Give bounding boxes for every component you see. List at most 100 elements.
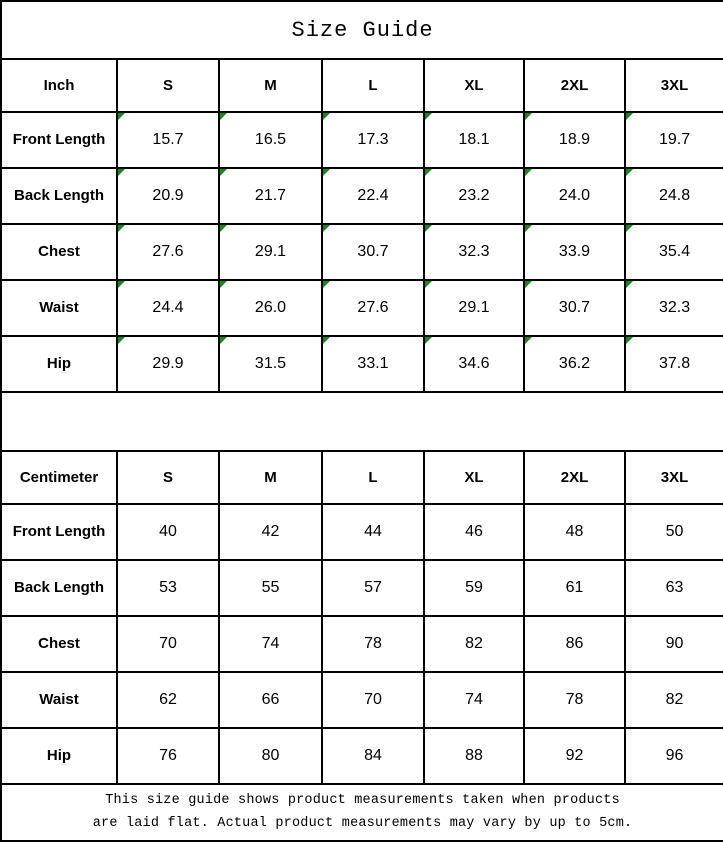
- size-value-cell: 48: [523, 502, 626, 561]
- corner-marker-icon: [627, 169, 633, 176]
- row-label: Back Length: [0, 166, 118, 225]
- corner-marker-icon: [221, 281, 227, 288]
- size-value-cell: 33.9: [523, 222, 626, 281]
- corner-marker-icon: [324, 281, 330, 288]
- size-value-cell: 37.8: [623, 334, 723, 393]
- size-value-cell: 30.7: [321, 222, 425, 281]
- size-value-cell: 88: [423, 726, 525, 785]
- corner-marker-icon: [221, 113, 227, 120]
- size-header: L: [321, 450, 425, 505]
- row-label: Chest: [0, 222, 118, 281]
- size-value-cell: 46: [423, 502, 525, 561]
- inch-header-row: Inch S M L XL 2XL 3XL: [0, 58, 723, 113]
- size-value-cell: 26.0: [218, 278, 323, 337]
- size-header: 3XL: [623, 450, 723, 505]
- row-label: Waist: [0, 278, 118, 337]
- row-label: Waist: [0, 670, 118, 729]
- size-value-cell: 55: [218, 558, 323, 617]
- size-value-cell: 57: [321, 558, 425, 617]
- size-value-cell: 59: [423, 558, 525, 617]
- size-value-cell: 34.6: [423, 334, 525, 393]
- size-value-cell: 24.8: [623, 166, 723, 225]
- corner-marker-icon: [119, 225, 125, 232]
- size-value-cell: 74: [423, 670, 525, 729]
- corner-marker-icon: [426, 225, 432, 232]
- corner-marker-icon: [119, 281, 125, 288]
- row-label: Front Length: [0, 502, 118, 561]
- row-label: Chest: [0, 614, 118, 673]
- size-value-cell: 76: [116, 726, 220, 785]
- corner-marker-icon: [627, 113, 633, 120]
- size-header: S: [116, 450, 220, 505]
- corner-marker-icon: [526, 169, 532, 176]
- table-row: Back Length 20.9 21.7 22.4 23.2 24.0 24.8: [0, 166, 723, 225]
- table-row: Hip 76 80 84 88 92 96: [0, 726, 723, 785]
- corner-marker-icon: [324, 225, 330, 232]
- size-value-cell: 21.7: [218, 166, 323, 225]
- corner-marker-icon: [221, 169, 227, 176]
- size-value-cell: 78: [523, 670, 626, 729]
- size-value-cell: 27.6: [321, 278, 425, 337]
- size-value-cell: 82: [423, 614, 525, 673]
- size-value-cell: 78: [321, 614, 425, 673]
- size-value-cell: 66: [218, 670, 323, 729]
- size-value-cell: 30.7: [523, 278, 626, 337]
- size-value-cell: 90: [623, 614, 723, 673]
- cm-table-body: Front Length 40 42 44 46 48 50 Back Length 53 55 5…: [0, 502, 723, 785]
- corner-marker-icon: [221, 337, 227, 344]
- corner-marker-icon: [627, 225, 633, 232]
- corner-marker-icon: [119, 337, 125, 344]
- corner-marker-icon: [426, 113, 432, 120]
- title-row: Size Guide: [0, 0, 723, 61]
- corner-marker-icon: [627, 337, 633, 344]
- size-value-cell: 31.5: [218, 334, 323, 393]
- unit-header-centimeter: Centimeter: [0, 450, 118, 505]
- size-value-cell: 82: [623, 670, 723, 729]
- corner-marker-icon: [324, 113, 330, 120]
- size-header: L: [321, 58, 425, 113]
- size-value-cell: 24.0: [523, 166, 626, 225]
- size-value-cell: 32.3: [623, 278, 723, 337]
- size-value-cell: 62: [116, 670, 220, 729]
- size-header: XL: [423, 450, 525, 505]
- size-header: 3XL: [623, 58, 723, 113]
- table-row: Waist 62 66 70 74 78 82: [0, 670, 723, 729]
- size-value-cell: 35.4: [623, 222, 723, 281]
- size-value-cell: 33.1: [321, 334, 425, 393]
- size-value-cell: 61: [523, 558, 626, 617]
- size-value-cell: 24.4: [116, 278, 220, 337]
- size-value-cell: 29.1: [218, 222, 323, 281]
- corner-marker-icon: [426, 281, 432, 288]
- size-value-cell: 17.3: [321, 110, 425, 169]
- row-label: Hip: [0, 334, 118, 393]
- footer-note-line1: This size guide shows product measuremen…: [105, 792, 620, 808]
- size-header: 2XL: [523, 450, 626, 505]
- inch-table-body: Front Length 15.7 16.5 17.3 18.1 18.9 19.7 Back…: [0, 110, 723, 393]
- table-row: Hip 29.9 31.5 33.1 34.6 36.2 37.8: [0, 334, 723, 393]
- size-value-cell: 70: [116, 614, 220, 673]
- corner-marker-icon: [119, 169, 125, 176]
- corner-marker-icon: [526, 337, 532, 344]
- corner-marker-icon: [526, 113, 532, 120]
- size-value-cell: 74: [218, 614, 323, 673]
- size-value-cell: 18.9: [523, 110, 626, 169]
- size-value-cell: 63: [623, 558, 723, 617]
- size-header: M: [218, 58, 323, 113]
- row-label: Front Length: [0, 110, 118, 169]
- cm-header-row: Centimeter S M L XL 2XL 3XL: [0, 450, 723, 505]
- size-value-cell: 20.9: [116, 166, 220, 225]
- size-header: M: [218, 450, 323, 505]
- table-row: Chest 27.6 29.1 30.7 32.3 33.9 35.4: [0, 222, 723, 281]
- size-value-cell: 42: [218, 502, 323, 561]
- corner-marker-icon: [426, 169, 432, 176]
- corner-marker-icon: [627, 281, 633, 288]
- size-value-cell: 80: [218, 726, 323, 785]
- row-label: Back Length: [0, 558, 118, 617]
- size-value-cell: 18.1: [423, 110, 525, 169]
- size-value-cell: 29.9: [116, 334, 220, 393]
- row-label: Hip: [0, 726, 118, 785]
- corner-marker-icon: [426, 337, 432, 344]
- size-value-cell: 53: [116, 558, 220, 617]
- size-value-cell: 92: [523, 726, 626, 785]
- spacer-row: [0, 390, 723, 453]
